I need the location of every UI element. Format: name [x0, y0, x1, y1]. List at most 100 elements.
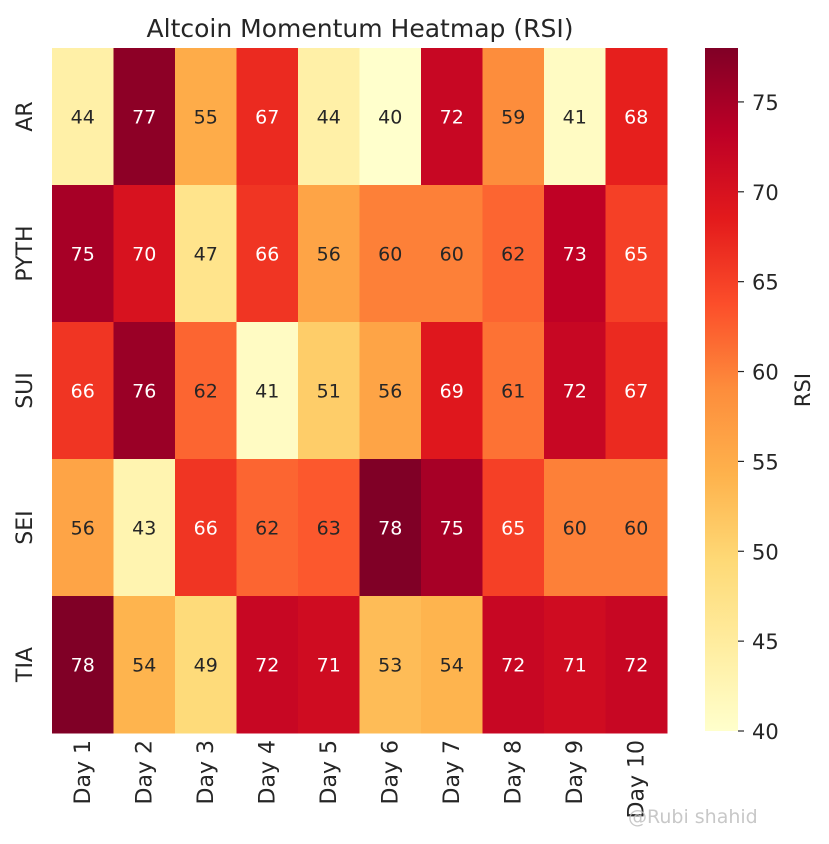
cell-value-label: 62: [501, 244, 525, 266]
cell-value-label: 49: [194, 655, 218, 677]
colorbar-label: RSI: [791, 373, 815, 407]
cell-value-label: 56: [71, 518, 95, 540]
heatmap-cell: [175, 185, 237, 323]
heatmap-cell: [298, 322, 360, 460]
cell-value-label: 65: [501, 518, 525, 540]
heatmap-cell: [359, 322, 422, 460]
cell-value-label: 47: [194, 244, 218, 266]
column-labels: Day 1 Day 2 Day 3 Day 4 Day 5 Day 6 Day 7 Day 8…: [71, 740, 650, 818]
heatmap-cell: [482, 459, 545, 597]
cell-value-label: 51: [317, 381, 341, 403]
column-label: Day 10: [624, 740, 649, 818]
heatmap-cell: [298, 48, 360, 186]
cell-value-label: 41: [255, 381, 279, 403]
colorbar-tick-label: 40: [752, 720, 779, 744]
heatmap-cell: [113, 48, 176, 186]
cell-value-label: 56: [317, 244, 341, 266]
cell-value-label: 54: [440, 655, 464, 677]
colorbar-tick-label: 50: [752, 540, 779, 564]
heatmap-cell: [52, 459, 114, 597]
heatmap-cell: [52, 322, 114, 460]
column-label: Day 3: [194, 740, 219, 804]
cell-value-label: 69: [440, 381, 464, 403]
colorbar-tick-label: 45: [752, 630, 779, 654]
heatmap-cell: [421, 596, 483, 734]
cell-value-label: 62: [194, 381, 218, 403]
cell-value-label: 78: [378, 518, 402, 540]
cell-value-label: 72: [563, 381, 587, 403]
heatmap-cell: [236, 322, 299, 460]
row-labels: AR PYTH SUI SEI TIA: [13, 101, 38, 683]
heatmap-cell: [236, 596, 299, 734]
heatmap-cell: [113, 185, 176, 323]
row-label: SEI: [13, 510, 38, 544]
cell-value-label: 75: [71, 244, 95, 266]
heatmap-cell: [605, 48, 668, 186]
heatmap-cell: [605, 596, 668, 734]
heatmap-cell: [421, 185, 483, 323]
cell-value-label: 68: [624, 107, 648, 129]
heatmap-cell: [482, 596, 545, 734]
column-label: Day 5: [317, 740, 342, 804]
heatmap-cell: [113, 322, 176, 460]
heatmap-cell: [482, 48, 545, 186]
cell-value-label: 66: [255, 244, 279, 266]
heatmap-cells: 44 77 55 67 44 40 72 59 41 68 75 70 47 66 56 60 60 62 73 65…: [52, 48, 668, 734]
heatmap-cell: [236, 185, 299, 323]
colorbar: [705, 48, 738, 731]
cell-value-label: 55: [194, 107, 218, 129]
cell-value-label: 60: [440, 244, 464, 266]
row-label: SUI: [13, 372, 38, 409]
colorbar-tick-label: 70: [752, 181, 779, 205]
heatmap-cell: [52, 48, 114, 186]
heatmap-cell: [52, 596, 114, 734]
cell-value-label: 71: [563, 655, 587, 677]
cell-value-label: 44: [71, 107, 95, 129]
cell-value-label: 66: [71, 381, 95, 403]
cell-value-label: 62: [255, 518, 279, 540]
colorbar-tick-label: 75: [752, 91, 779, 115]
colorbar-tick-label: 60: [752, 361, 779, 385]
heatmap-cell: [175, 322, 237, 460]
cell-value-label: 40: [378, 107, 402, 129]
heatmap-cell: [113, 596, 176, 734]
cell-value-label: 60: [378, 244, 402, 266]
cell-value-label: 61: [501, 381, 525, 403]
cell-value-label: 63: [317, 518, 341, 540]
heatmap-cell: [482, 185, 545, 323]
cell-value-label: 43: [132, 518, 156, 540]
heatmap-cell: [175, 596, 237, 734]
cell-value-label: 66: [194, 518, 218, 540]
cell-value-label: 65: [624, 244, 648, 266]
heatmap-cell: [236, 48, 299, 186]
heatmap-cell: [544, 322, 606, 460]
column-label: Day 4: [255, 740, 280, 804]
cell-value-label: 78: [71, 655, 95, 677]
heatmap-cell: [236, 459, 299, 597]
cell-value-label: 41: [563, 107, 587, 129]
heatmap-cell: [359, 185, 422, 323]
column-label: Day 7: [440, 740, 465, 804]
cell-value-label: 56: [378, 381, 402, 403]
cell-value-label: 67: [624, 381, 648, 403]
heatmap-cell: [605, 185, 668, 323]
cell-value-label: 67: [255, 107, 279, 129]
colorbar-ticks: 40 45 50 55 60 65 70 75: [738, 91, 779, 744]
cell-value-label: 72: [255, 655, 279, 677]
heatmap-cell: [544, 185, 606, 323]
cell-value-label: 72: [440, 107, 464, 129]
heatmap-cell: [482, 322, 545, 460]
cell-value-label: 72: [501, 655, 525, 677]
cell-value-label: 76: [132, 381, 156, 403]
watermark: @Rubi shahid: [628, 806, 758, 828]
cell-value-label: 59: [501, 107, 525, 129]
heatmap-cell: [421, 459, 483, 597]
heatmap-cell: [175, 48, 237, 186]
colorbar-tick-label: 65: [752, 271, 779, 295]
heatmap-cell: [359, 596, 422, 734]
cell-value-label: 73: [563, 244, 587, 266]
heatmap-cell: [359, 48, 422, 186]
heatmap-cell: [52, 185, 114, 323]
cell-value-label: 71: [317, 655, 341, 677]
cell-value-label: 60: [563, 518, 587, 540]
